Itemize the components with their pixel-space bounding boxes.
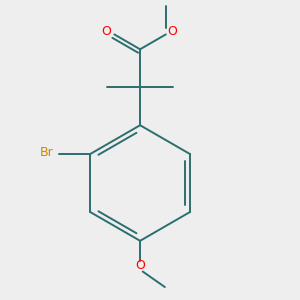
- Text: O: O: [167, 25, 177, 38]
- Text: Br: Br: [39, 146, 53, 159]
- Text: O: O: [135, 259, 145, 272]
- Text: O: O: [101, 25, 111, 38]
